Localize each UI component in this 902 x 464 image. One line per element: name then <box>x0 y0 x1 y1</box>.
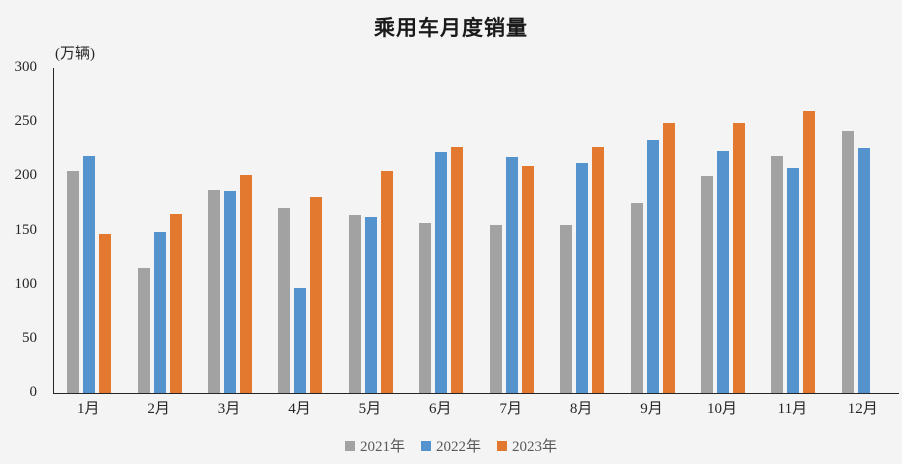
legend-label: 2021年 <box>359 439 405 455</box>
x-axis: 1月 2月 3月 4月 5月 6月 7月 8月 9月 10月 11月 12月 <box>53 397 898 421</box>
bar-2023年-5月 <box>380 170 393 393</box>
bar-2021年-3月 <box>208 189 221 393</box>
bar-2021年-9月 <box>630 203 643 393</box>
bar-2021年-10月 <box>700 175 713 393</box>
bar-2023年-7月 <box>521 165 534 393</box>
bar-2022年-8月 <box>576 162 589 393</box>
chart-title: 乘用车月度销量 <box>374 16 528 40</box>
x-axis-tick-label: 8月 <box>569 401 593 417</box>
bar-2023年-3月 <box>240 174 253 393</box>
x-axis-tick-label: 6月 <box>429 401 452 417</box>
bar-2023年-10月 <box>732 122 745 393</box>
legend-label: 2022年 <box>435 439 481 455</box>
legend-swatch-icon <box>344 440 355 451</box>
bar-2021年-4月 <box>278 208 291 393</box>
y-axis-tick-label: 100 <box>14 275 38 292</box>
bar-2021年-6月 <box>419 223 432 393</box>
x-axis-tick-label: 11月 <box>777 401 808 417</box>
bar-2021年-5月 <box>348 214 361 393</box>
legend-item-2021年: 2021年 <box>344 435 405 456</box>
bar-2022年-9月 <box>646 140 659 393</box>
legend-label: 2023年 <box>512 439 558 455</box>
x-axis-tick-label: 12月 <box>847 401 878 417</box>
bar-2021年-2月 <box>137 267 150 393</box>
x-axis-tick-label: 4月 <box>288 401 311 417</box>
bar-2023年-6月 <box>451 147 464 393</box>
x-axis-tick-label: 7月 <box>499 401 522 417</box>
x-axis-tick-label: 10月 <box>706 401 737 417</box>
bar-2023年-8月 <box>592 146 605 393</box>
bar-2022年-1月 <box>83 156 96 393</box>
bar-2023年-4月 <box>310 196 323 393</box>
bar-2022年-3月 <box>224 191 237 393</box>
legend-swatch-icon <box>497 440 507 451</box>
bar-2022年-5月 <box>364 217 377 393</box>
y-axis-unit-label: (万辆) <box>55 46 95 62</box>
bar-2021年-12月 <box>841 130 854 393</box>
legend-item-2022年: 2022年 <box>420 435 481 456</box>
legend: 2021年 2022年 2023年 <box>0 435 902 456</box>
plot-area <box>53 68 899 394</box>
x-axis-tick-label: 1月 <box>76 401 100 417</box>
legend-item-2023年: 2023年 <box>497 435 557 456</box>
x-axis-tick-label: 3月 <box>217 401 241 417</box>
bar-2022年-10月 <box>716 151 729 393</box>
bar-2022年-2月 <box>153 231 166 393</box>
y-axis-tick-label: 0 <box>29 384 38 400</box>
x-axis-tick-label: 2月 <box>147 401 170 417</box>
bar-2023年-1月 <box>99 233 112 393</box>
bar-2021年-7月 <box>489 224 502 393</box>
bar-2022年-12月 <box>857 147 870 393</box>
bar-2022年-11月 <box>787 168 800 393</box>
y-axis-tick-label: 250 <box>14 113 38 130</box>
bar-2021年-1月 <box>67 171 80 393</box>
bar-2023年-9月 <box>662 123 675 393</box>
bar-2022年-4月 <box>294 288 307 393</box>
x-axis-tick-label: 5月 <box>358 401 382 417</box>
bar-2022年-7月 <box>505 157 518 393</box>
y-axis: 0 50 100 150 200 250 300 <box>0 59 45 400</box>
y-axis-tick-label: 150 <box>14 221 38 238</box>
bar-2021年-8月 <box>560 224 573 393</box>
bar-2022年-6月 <box>435 152 448 393</box>
x-axis-tick-label: 9月 <box>640 401 663 417</box>
bar-2023年-11月 <box>803 110 816 393</box>
bar-2021年-11月 <box>771 155 784 393</box>
y-axis-tick-label: 50 <box>22 329 37 346</box>
y-axis-tick-label: 200 <box>14 167 38 184</box>
y-axis-tick-label: 300 <box>14 59 38 75</box>
legend-swatch-icon <box>420 440 431 451</box>
bar-2023年-2月 <box>169 213 182 393</box>
